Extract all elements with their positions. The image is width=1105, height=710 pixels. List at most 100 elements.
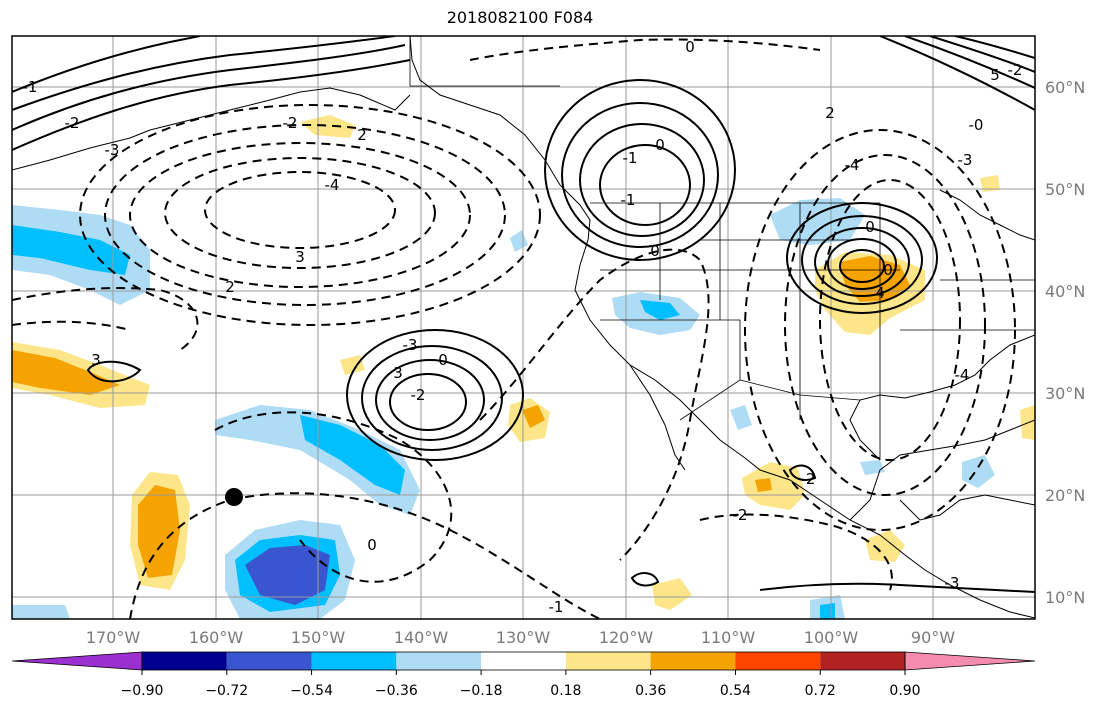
colorbar-segment	[650, 652, 736, 670]
lon-label: 160°W	[189, 628, 244, 647]
colorbar-segment	[311, 652, 397, 670]
contour-label: 0	[655, 136, 665, 154]
contour-label: -2	[65, 114, 80, 132]
lon-label: 120°W	[599, 628, 654, 647]
contour-label: -3	[403, 336, 418, 354]
contour-label: 2	[357, 126, 367, 144]
shaded-anomalies	[12, 115, 1035, 619]
contour-label: -4	[955, 366, 970, 384]
contour-label: -4	[845, 156, 860, 174]
positive-anomaly-region	[742, 462, 805, 510]
colorbar: −0.90 −0.72 −0.54 −0.36 −0.18 0.18 0.36 0.54 0.7…	[11, 651, 1036, 699]
colorbar-tick-label: −0.54	[290, 683, 333, 699]
lat-label: 40°N	[1045, 282, 1085, 301]
contour-label: 0	[685, 38, 695, 56]
lat-label: 20°N	[1045, 486, 1085, 505]
colorbar-segment	[565, 652, 651, 670]
map-title: 2018082100 F084	[446, 8, 594, 27]
canada-coastline	[939, 189, 1035, 241]
colorbar-segment	[142, 652, 227, 670]
contour-label: -3	[105, 141, 120, 159]
contour-label: -1	[623, 149, 638, 167]
contour-label: -4	[325, 176, 340, 194]
lon-label: 140°W	[394, 628, 449, 647]
caribbean-coastline	[899, 494, 1035, 521]
borders	[409, 36, 1035, 460]
positive-anomaly-region	[340, 355, 365, 375]
contour-label: -1	[549, 598, 564, 616]
lon-label: 170°W	[86, 628, 141, 647]
contour-label: -1	[621, 191, 636, 209]
gulf-coastline	[849, 419, 1035, 521]
contour-label: -2	[411, 386, 426, 404]
lon-label: 150°W	[291, 628, 346, 647]
map-border	[11, 35, 1036, 620]
colorbar-tick-label: 0.36	[635, 683, 666, 699]
colorbar-tick-label: 0.90	[889, 683, 920, 699]
positive-anomaly-region	[980, 175, 1000, 192]
colorbar-extend-high	[904, 651, 1036, 671]
colorbar-border	[141, 651, 906, 671]
colorbar-tick-label: −0.90	[121, 683, 164, 699]
lon-label: 90°W	[911, 628, 955, 647]
negative-contours	[12, 38, 1016, 619]
contour-label: -0	[969, 116, 984, 134]
colorbar-segment	[820, 652, 905, 670]
positive-anomaly-region	[755, 478, 772, 492]
negative-anomaly-region	[640, 300, 680, 320]
lat-label: 10°N	[1045, 588, 1085, 607]
contour-label: 0	[883, 261, 893, 279]
colorbar-segment	[396, 652, 482, 670]
positive-anomaly-region	[522, 405, 545, 428]
contour-label: 0	[367, 536, 377, 554]
contour-label: -2	[283, 114, 298, 132]
baja-coastline	[629, 364, 686, 471]
colorbar-tick-label: −0.36	[375, 683, 418, 699]
contour-label: 2	[225, 278, 235, 296]
contour-label: 3	[393, 364, 403, 382]
positive-anomaly-region	[300, 115, 355, 138]
contour-label: 2	[825, 104, 835, 122]
lon-label: 110°W	[701, 628, 756, 647]
lat-label: 50°N	[1045, 180, 1085, 199]
colorbar-tick-label: 0.18	[550, 683, 581, 699]
colorbar-extend-low	[11, 651, 143, 671]
lat-label: 60°N	[1045, 78, 1085, 97]
colorbar-segment	[735, 652, 821, 670]
positive-anomaly-region	[138, 485, 180, 578]
contour-label: 3	[295, 248, 305, 266]
contour-label: -2	[801, 470, 816, 488]
colorbar-segment	[481, 652, 566, 670]
positive-anomaly-region	[652, 578, 692, 610]
negative-anomaly-region	[12, 225, 130, 275]
contour-label: 5	[990, 66, 1000, 84]
contour-label: 4	[875, 284, 885, 302]
east-coastline	[849, 334, 1035, 461]
negative-anomaly-region	[300, 415, 405, 495]
aleutian-coastline	[12, 129, 151, 171]
contour-label: -3	[958, 151, 973, 169]
contour-label: -1	[23, 78, 38, 96]
alaska-coastline	[149, 87, 411, 131]
lat-label: 30°N	[1045, 384, 1085, 403]
colorbar-tick-label: 0.72	[805, 683, 836, 699]
hawaii-marker	[225, 488, 243, 506]
negative-anomaly-region	[820, 603, 835, 619]
contour-label: 3	[91, 351, 101, 369]
colorbar-segment	[226, 652, 312, 670]
contour-label: -3	[945, 574, 960, 592]
lon-label: 100°W	[804, 628, 859, 647]
latitude-labels: 60°N 50°N 40°N 30°N 20°N 10°N	[1045, 78, 1085, 607]
negative-anomaly-region	[730, 405, 752, 430]
contour-label: -2	[1008, 61, 1023, 79]
positive-contours	[12, 36, 1035, 593]
negative-anomaly-region	[12, 605, 70, 619]
longitude-labels: 170°W 160°W 150°W 140°W 130°W 120°W 110°…	[86, 628, 955, 647]
contour-label: 0	[438, 351, 448, 369]
contour-label: 0	[650, 242, 660, 260]
contour-label: -2	[733, 506, 748, 524]
negative-anomaly-region	[245, 545, 330, 605]
gridlines	[12, 36, 1035, 619]
